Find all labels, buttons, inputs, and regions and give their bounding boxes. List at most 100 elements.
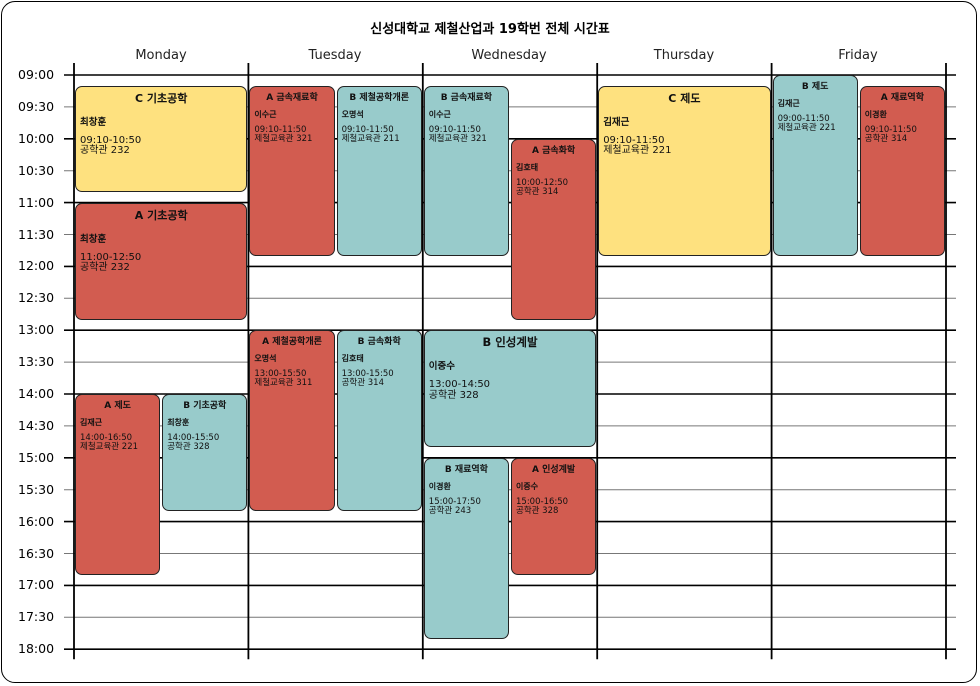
class-professor: 최창훈 xyxy=(80,116,107,128)
class-room: 제철교육관 211 xyxy=(341,133,400,144)
time-label: 14:30 xyxy=(18,417,55,433)
class-room: 공학관 314 xyxy=(341,378,384,389)
class-title: C 기초공학 xyxy=(135,91,188,105)
class-professor: 이수근 xyxy=(254,109,277,119)
class-title: B 재료역학 xyxy=(444,464,488,475)
time-label: 17:00 xyxy=(18,577,55,593)
class-room: 공학관 243 xyxy=(428,505,472,516)
class-time: 09:00-11:50 xyxy=(777,114,830,124)
time-label: 13:00 xyxy=(18,322,55,338)
class-title: A 제도 xyxy=(104,401,131,411)
day-header-friday: Friday xyxy=(838,48,878,63)
time-label: 13:30 xyxy=(18,354,55,370)
class-title: A 기초공학 xyxy=(134,208,188,222)
class-room: 공학관 328 xyxy=(516,505,559,516)
class-block[interactable]: B 제도 김재근 09:00-11:50 제철교육관 221 xyxy=(772,75,858,256)
day-header-monday: Monday xyxy=(135,48,187,63)
class-block[interactable]: A 제도 김재근 14:00-16:50 제철교육관 221 xyxy=(75,394,161,575)
class-professor: 김호태 xyxy=(516,162,539,172)
class-title: B 인성계발 xyxy=(482,335,538,350)
class-room: 제철교육관 221 xyxy=(603,145,672,157)
time-label: 11:00 xyxy=(18,194,55,210)
class-block[interactable]: C 기초공학 최창훈 09:10-10:50 공학관 232 xyxy=(75,85,248,192)
class-time: 15:00-16:50 xyxy=(516,496,569,507)
class-professor: 최창훈 xyxy=(80,233,107,245)
class-room: 공학관 232 xyxy=(80,145,130,157)
class-time: 09:10-11:50 xyxy=(428,124,481,135)
class-professor: 김재근 xyxy=(80,418,103,427)
class-time: 13:00-15:50 xyxy=(341,369,394,380)
class-time: 14:00-16:50 xyxy=(80,433,133,443)
class-time: 15:00-17:50 xyxy=(428,496,481,507)
time-label: 12:00 xyxy=(18,258,55,274)
class-time: 13:00-15:50 xyxy=(254,369,307,380)
class-professor: 오명석 xyxy=(254,354,277,364)
time-label: 11:30 xyxy=(18,226,55,242)
class-block[interactable]: B 금속재료학 이수근 09:10-11:50 제철교육관 321 xyxy=(423,85,509,256)
class-room: 공학관 328 xyxy=(167,441,210,452)
class-time: 09:10-11:50 xyxy=(603,134,665,146)
class-room: 공학관 314 xyxy=(516,186,559,197)
class-room: 제철교육관 321 xyxy=(254,133,313,144)
class-title: B 기초공학 xyxy=(183,401,227,411)
class-time: 13:00-14:50 xyxy=(428,379,491,391)
time-label: 10:00 xyxy=(18,130,55,146)
class-professor: 이수근 xyxy=(428,109,451,119)
class-block[interactable]: A 금속화학 김호태 10:00-12:50 공학관 314 xyxy=(511,138,597,320)
class-room: 제철교육관 321 xyxy=(428,133,487,144)
class-time: 09:10-11:50 xyxy=(254,124,307,135)
class-title: A 재료역학 xyxy=(880,92,924,103)
class-time: 14:00-15:50 xyxy=(167,433,220,443)
class-professor: 김호태 xyxy=(341,354,364,364)
class-title: C 제도 xyxy=(668,91,701,105)
class-room: 제철교육관 221 xyxy=(777,122,836,133)
time-label: 14:00 xyxy=(18,386,55,401)
day-header-wednesday: Wednesday xyxy=(471,48,547,63)
time-label: 15:00 xyxy=(18,449,55,465)
class-room: 공학관 314 xyxy=(864,133,908,144)
class-professor: 오명석 xyxy=(341,109,364,119)
day-header-thursday: Thursday xyxy=(653,48,715,63)
class-room: 공학관 328 xyxy=(428,389,479,401)
class-room: 제철교육관 311 xyxy=(254,378,313,389)
timetable-title: 신성대학교 제철산업과 19학번 전체 시간표 xyxy=(370,22,610,37)
class-room: 공학관 232 xyxy=(80,262,130,274)
class-title: B 제철공학개론 xyxy=(349,92,410,103)
class-professor: 이중수 xyxy=(516,481,539,491)
time-label: 16:30 xyxy=(18,545,55,561)
class-title: A 인성계발 xyxy=(531,464,576,475)
time-label: 10:30 xyxy=(18,162,55,178)
class-professor: 이중수 xyxy=(428,361,456,373)
class-block[interactable]: B 금속화학 김호태 13:00-15:50 공학관 314 xyxy=(336,330,422,511)
class-professor: 이경환 xyxy=(864,109,887,119)
time-label: 12:30 xyxy=(18,290,55,306)
class-time: 11:00-12:50 xyxy=(80,251,142,263)
class-time: 09:10-11:50 xyxy=(341,124,394,135)
class-title: B 제도 xyxy=(801,82,829,92)
class-professor: 이경환 xyxy=(428,481,451,491)
class-professor: 김재근 xyxy=(603,116,630,128)
class-title: A 금속재료학 xyxy=(266,92,318,103)
time-label: 09:30 xyxy=(18,98,55,114)
class-time: 09:10-11:50 xyxy=(864,124,917,135)
class-title: A 제철공학개론 xyxy=(262,337,322,348)
class-title: A 금속화학 xyxy=(531,145,576,156)
time-label: 15:30 xyxy=(18,481,55,497)
time-label: 18:00 xyxy=(18,641,55,657)
class-professor: 김재근 xyxy=(777,99,800,108)
class-room: 제철교육관 221 xyxy=(80,441,139,452)
time-label: 16:00 xyxy=(18,513,55,529)
time-label: 17:30 xyxy=(18,609,55,625)
day-header-tuesday: Tuesday xyxy=(308,48,362,63)
class-professor: 최창훈 xyxy=(167,418,190,427)
